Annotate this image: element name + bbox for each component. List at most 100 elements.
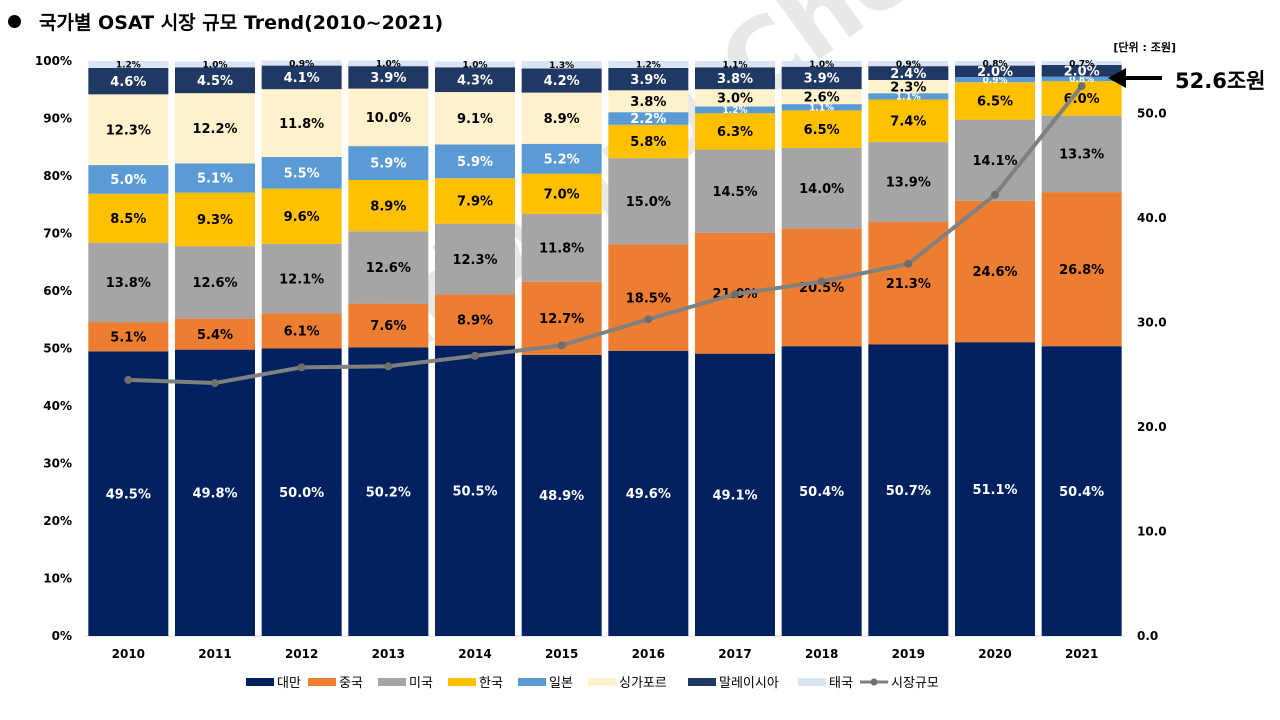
market-size-point: [384, 362, 393, 371]
x-tick-label: 2013: [372, 647, 405, 661]
right-tick-label: 10.0: [1137, 524, 1167, 538]
data-label: 21.3%: [886, 277, 931, 292]
bar-segment: [521, 143, 602, 174]
bar-segment: [781, 346, 862, 636]
data-label: 4.1%: [284, 71, 320, 86]
legend-swatch: [246, 678, 274, 686]
bar-segment: [955, 61, 1035, 66]
data-label: 0.9%: [289, 59, 314, 69]
data-label: 5.5%: [284, 167, 320, 182]
bar-segment: [88, 322, 169, 352]
data-label: 6.3%: [717, 125, 753, 140]
x-tick-label: 2010: [112, 647, 145, 661]
bar-segment: [435, 92, 515, 145]
data-label: 49.1%: [712, 489, 757, 504]
data-label: 7.4%: [890, 114, 926, 129]
data-label: 5.4%: [197, 328, 233, 343]
data-label: 5.1%: [197, 172, 233, 187]
bar-segment: [261, 65, 342, 90]
bar-segment: [521, 354, 602, 636]
bar-segment: [348, 303, 429, 348]
data-label: 50.4%: [799, 485, 844, 500]
market-size-point: [817, 277, 826, 286]
bar-segment: [608, 90, 689, 113]
legend-swatch: [798, 678, 826, 686]
bar-segment: [1041, 76, 1122, 82]
bar-segment: [868, 66, 949, 80]
bar-segment: [608, 112, 689, 125]
data-label: 50.0%: [279, 486, 324, 501]
data-label: 3.9%: [804, 72, 840, 87]
market-size-point: [211, 379, 219, 387]
bar-segment: [695, 353, 775, 636]
legend-label: 일본: [549, 676, 573, 691]
data-label: 11.8%: [279, 117, 324, 132]
data-label: 5.8%: [630, 135, 666, 150]
bar-segment: [261, 243, 342, 314]
left-tick-label: 60%: [43, 284, 72, 298]
data-label: 12.2%: [192, 122, 237, 137]
data-label: 9.6%: [284, 210, 320, 225]
bar-segment: [868, 61, 949, 67]
right-tick-label: 20.0: [1137, 420, 1167, 434]
bar-segment: [695, 113, 775, 150]
data-label: 1.0%: [809, 60, 834, 70]
bar-segment: [261, 89, 342, 158]
bar-segment: [695, 106, 775, 114]
data-label: 1.1%: [723, 60, 748, 70]
bar-segment: [88, 193, 169, 243]
bar-segment: [608, 158, 689, 245]
market-size-point: [731, 290, 739, 299]
bar-segment: [435, 67, 515, 93]
bar-segment: [781, 110, 862, 148]
data-label: 1.0%: [376, 60, 401, 70]
data-label: 12.6%: [366, 261, 411, 276]
bar-segment: [1041, 61, 1122, 66]
right-tick-label: 30.0: [1137, 315, 1167, 329]
legend-label: 태국: [829, 676, 853, 691]
bar-segment: [608, 67, 689, 91]
data-label: 4.3%: [457, 73, 493, 88]
bar-segment: [955, 77, 1035, 83]
data-label: 8.9%: [544, 112, 580, 127]
bar-segment: [261, 313, 342, 349]
bar-segment: [521, 68, 602, 93]
bar-segment: [695, 61, 775, 68]
bar-segment: [608, 350, 689, 636]
bar-segment: [435, 223, 515, 295]
data-label: 12.7%: [539, 312, 584, 327]
bar-segment: [175, 246, 255, 319]
bar-segment: [868, 142, 949, 222]
data-label: 6.1%: [284, 325, 320, 340]
data-label: 6.5%: [804, 123, 840, 138]
data-label: 5.1%: [110, 330, 146, 345]
bar-segment: [261, 188, 342, 244]
bar-segment: [521, 92, 602, 144]
bar-segment: [175, 93, 255, 164]
data-label: 10.0%: [366, 111, 411, 126]
left-tick-label: 40%: [43, 399, 72, 413]
left-tick-label: 20%: [43, 514, 72, 528]
data-label: 2.3%: [890, 80, 926, 95]
data-label: 50.5%: [452, 484, 497, 499]
data-label: 2.6%: [804, 90, 840, 105]
bar-segment: [608, 244, 689, 351]
data-label: 6.5%: [977, 95, 1013, 110]
x-tick-label: 2018: [805, 647, 838, 661]
bar-segment: [348, 231, 429, 304]
data-label: 5.9%: [370, 157, 406, 172]
data-label: 12.1%: [279, 272, 324, 287]
bar-segment: [348, 146, 429, 181]
bar-segment: [955, 342, 1035, 636]
x-tick-label: 2011: [198, 647, 231, 661]
market-size-point: [471, 351, 479, 360]
bar-segment: [695, 67, 775, 90]
chart-title-text: 국가별 OSAT 시장 규모 Trend(2010~2021): [39, 12, 444, 34]
data-label: 7.6%: [370, 319, 406, 334]
data-label: 49.5%: [106, 487, 151, 502]
bar-segment: [521, 213, 602, 282]
bar-segment: [261, 60, 342, 66]
legend-swatch: [448, 678, 476, 686]
data-label: 5.0%: [110, 173, 146, 188]
